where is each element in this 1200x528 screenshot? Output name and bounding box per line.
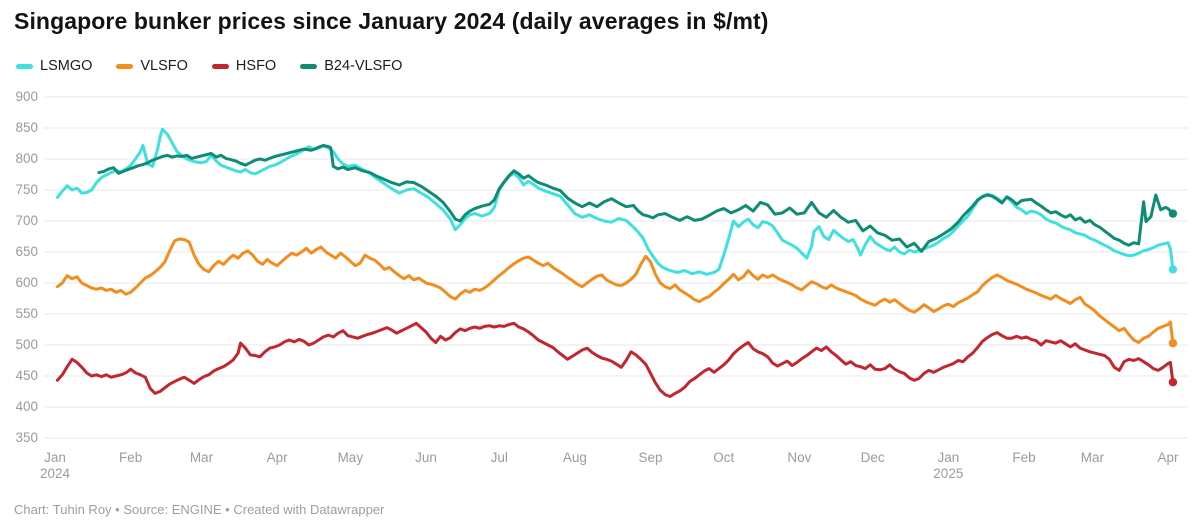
x-tick-month: May xyxy=(337,450,364,465)
legend-swatch-b24-vlsfo xyxy=(300,63,318,69)
x-tick-month: Sep xyxy=(638,450,663,465)
x-tick-month: Apr xyxy=(266,450,288,465)
x-tick-jun: Jun xyxy=(391,450,461,466)
series-end-dot-lsmgo xyxy=(1168,265,1178,274)
legend-label-lsmgo: LSMGO xyxy=(40,58,93,74)
y-tick-600: 600 xyxy=(15,275,38,290)
legend-label-hsfo: HSFO xyxy=(235,58,277,74)
legend-item-lsmgo: LSMGO xyxy=(16,58,92,74)
y-tick-700: 700 xyxy=(15,213,38,228)
x-tick-nov: Nov xyxy=(764,450,834,466)
x-tick-month: Jul xyxy=(490,450,508,465)
x-tick-month: Jun xyxy=(415,450,437,465)
legend-item-vlsfo: VLSFO xyxy=(116,58,188,74)
page-title: Singapore bunker prices since January 20… xyxy=(14,8,769,34)
y-tick-450: 450 xyxy=(15,368,38,383)
chart-legend: LSMGO VLSFO HSFO B24-VLSFO xyxy=(16,58,402,74)
x-tick-month: Feb xyxy=(119,450,143,465)
series-end-dot-b24-vlsfo xyxy=(1168,209,1178,218)
y-tick-750: 750 xyxy=(15,182,38,197)
x-tick-year: 2024 xyxy=(39,466,71,481)
chart-plot-area: 900 850 800 750 700 650 600 550 500 450 400 350 Jan… xyxy=(0,89,1200,481)
series-end-dot-vlsfo xyxy=(1168,338,1178,348)
x-tick-sep: Sep xyxy=(616,450,686,466)
x-tick-month: Aug xyxy=(562,450,587,465)
x-tick-mar: Mar xyxy=(1057,450,1127,466)
price-chart xyxy=(44,96,1188,439)
y-tick-350: 350 xyxy=(15,430,38,445)
x-tick-dec: Dec xyxy=(838,450,908,466)
x-tick-month: Mar xyxy=(189,450,214,465)
y-tick-800: 800 xyxy=(15,151,38,166)
legend-swatch-hsfo xyxy=(211,63,229,69)
x-tick-year: 2025 xyxy=(933,466,964,481)
y-tick-900: 900 xyxy=(15,89,38,104)
series-line-vlsfo xyxy=(55,237,1175,345)
x-tick-jan2024: Jan 2024 xyxy=(20,450,90,482)
y-tick-500: 500 xyxy=(15,337,38,352)
x-tick-month: Nov xyxy=(787,450,812,465)
x-tick-mar: Mar xyxy=(166,450,236,466)
x-tick-may: May xyxy=(315,450,385,466)
legend-label-b24-vlsfo: B24-VLSFO xyxy=(324,58,403,74)
legend-swatch-vlsfo xyxy=(116,63,134,69)
legend-item-b24-vlsfo: B24-VLSFO xyxy=(300,58,402,74)
legend-label-vlsfo: VLSFO xyxy=(140,58,188,74)
x-tick-feb: Feb xyxy=(989,450,1059,466)
x-tick-apr: Apr xyxy=(242,450,312,466)
x-tick-jan2025: Jan 2025 xyxy=(913,450,983,482)
series-end-dot-hsfo xyxy=(1168,378,1178,387)
x-tick-month: Mar xyxy=(1080,450,1104,465)
y-tick-550: 550 xyxy=(15,306,38,321)
x-tick-month: Dec xyxy=(860,450,885,465)
y-tick-650: 650 xyxy=(15,244,38,259)
x-tick-apr: Apr xyxy=(1133,450,1200,466)
y-tick-400: 400 xyxy=(15,399,38,414)
legend-item-hsfo: HSFO xyxy=(211,58,277,74)
series-line-hsfo xyxy=(55,321,1175,398)
x-tick-jul: Jul xyxy=(464,450,534,466)
legend-swatch-lsmgo xyxy=(16,63,33,69)
x-tick-month: Feb xyxy=(1012,450,1036,465)
x-tick-aug: Aug xyxy=(540,450,610,466)
series-line-b24-vlsfo xyxy=(97,143,1175,253)
x-tick-month: Apr xyxy=(1157,450,1179,465)
x-tick-month: Oct xyxy=(713,450,735,465)
x-tick-oct: Oct xyxy=(689,450,759,466)
x-tick-month: Jan xyxy=(44,450,66,465)
chart-credits: Chart: Tuhin Roy • Source: ENGINE • Crea… xyxy=(14,502,385,517)
x-tick-month: Jan xyxy=(937,450,960,465)
y-tick-850: 850 xyxy=(15,120,38,135)
x-tick-feb: Feb xyxy=(96,450,166,466)
